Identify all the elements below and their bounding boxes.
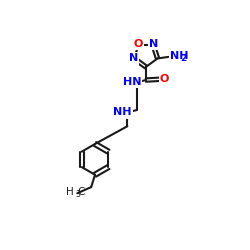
Text: O: O — [134, 39, 143, 49]
Text: NH: NH — [114, 108, 132, 118]
Text: 3: 3 — [75, 190, 80, 199]
Text: H: H — [66, 188, 74, 198]
Text: O: O — [160, 74, 169, 84]
Text: N: N — [149, 39, 158, 49]
Text: NH: NH — [170, 51, 188, 61]
Text: 2: 2 — [181, 54, 187, 63]
Text: C: C — [77, 188, 85, 198]
Text: N: N — [129, 54, 138, 64]
Text: HN: HN — [123, 77, 141, 87]
